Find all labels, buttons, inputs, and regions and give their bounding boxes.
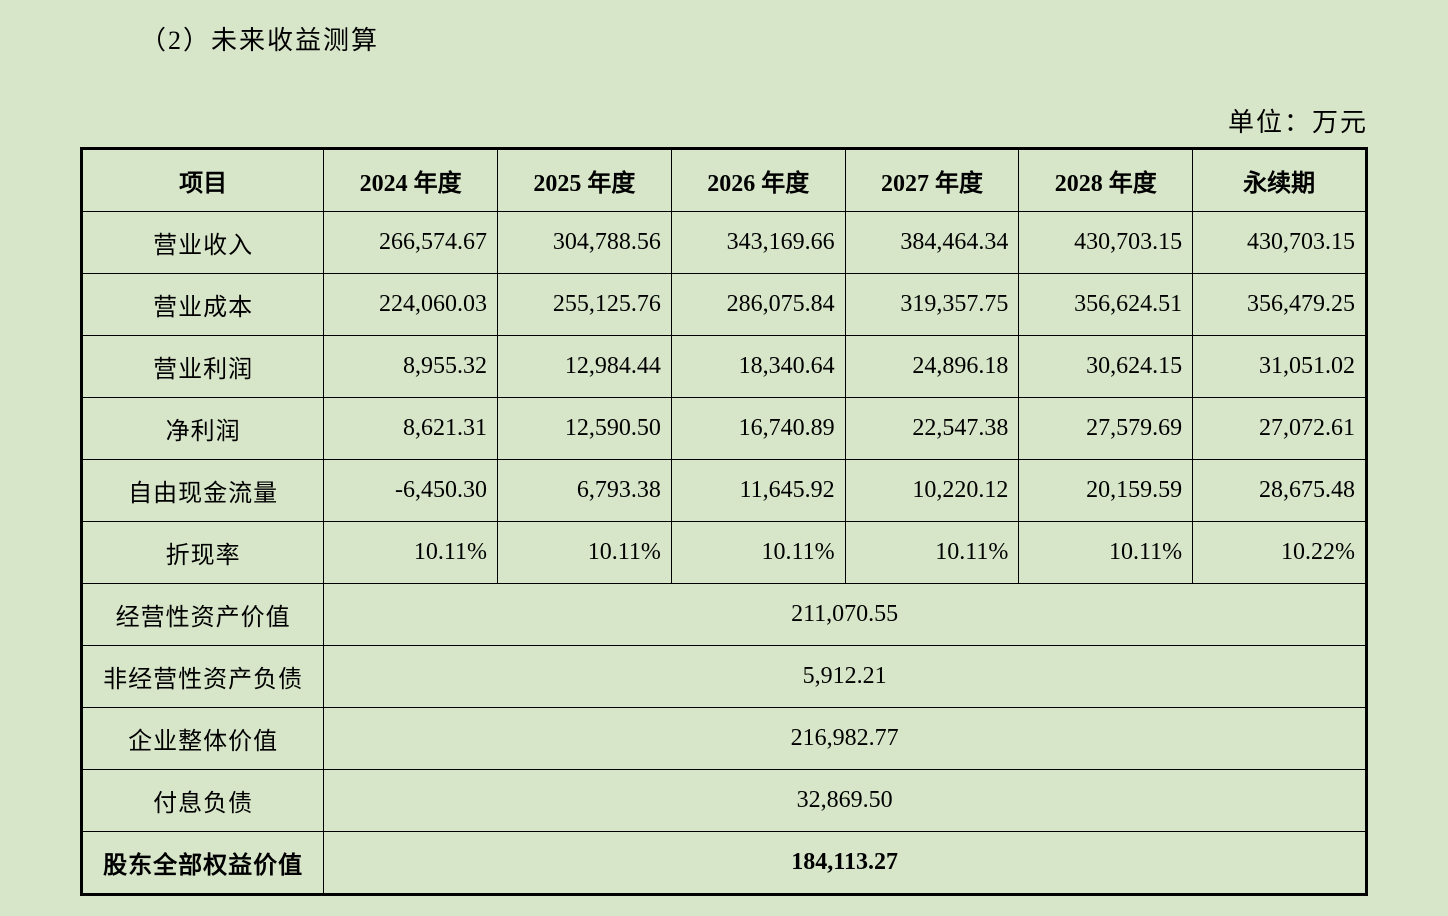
summary-value: 32,869.50 bbox=[324, 770, 1367, 832]
row-label: 企业整体价值 bbox=[82, 708, 324, 770]
summary-row: 经营性资产价值211,070.55 bbox=[82, 584, 1367, 646]
cell-value: 6,793.38 bbox=[498, 460, 672, 522]
summary-row: 企业整体价值216,982.77 bbox=[82, 708, 1367, 770]
summary-value: 216,982.77 bbox=[324, 708, 1367, 770]
col-header: 2025 年度 bbox=[498, 149, 672, 212]
cell-value: 10.22% bbox=[1193, 522, 1367, 584]
summary-row: 股东全部权益价值184,113.27 bbox=[82, 832, 1367, 895]
table-row: 净利润8,621.3112,590.5016,740.8922,547.3827… bbox=[82, 398, 1367, 460]
row-label: 营业利润 bbox=[82, 336, 324, 398]
row-label: 股东全部权益价值 bbox=[82, 832, 324, 895]
col-header: 项目 bbox=[82, 149, 324, 212]
row-label: 非经营性资产负债 bbox=[82, 646, 324, 708]
cell-value: 255,125.76 bbox=[498, 274, 672, 336]
cell-value: 18,340.64 bbox=[671, 336, 845, 398]
cell-value: 343,169.66 bbox=[671, 212, 845, 274]
cell-value: 24,896.18 bbox=[845, 336, 1019, 398]
row-label: 净利润 bbox=[82, 398, 324, 460]
summary-value: 211,070.55 bbox=[324, 584, 1367, 646]
col-header: 2024 年度 bbox=[324, 149, 498, 212]
table-row: 折现率10.11%10.11%10.11%10.11%10.11%10.22% bbox=[82, 522, 1367, 584]
table-body: 营业收入266,574.67304,788.56343,169.66384,46… bbox=[82, 212, 1367, 895]
cell-value: 31,051.02 bbox=[1193, 336, 1367, 398]
row-label: 营业收入 bbox=[82, 212, 324, 274]
cell-value: 8,955.32 bbox=[324, 336, 498, 398]
cell-value: 30,624.15 bbox=[1019, 336, 1193, 398]
cell-value: 28,675.48 bbox=[1193, 460, 1367, 522]
cell-value: 11,645.92 bbox=[671, 460, 845, 522]
cell-value: 286,075.84 bbox=[671, 274, 845, 336]
cell-value: 430,703.15 bbox=[1019, 212, 1193, 274]
col-header: 2027 年度 bbox=[845, 149, 1019, 212]
cell-value: 12,590.50 bbox=[498, 398, 672, 460]
table-row: 营业成本224,060.03255,125.76286,075.84319,35… bbox=[82, 274, 1367, 336]
cell-value: 430,703.15 bbox=[1193, 212, 1367, 274]
col-header: 2028 年度 bbox=[1019, 149, 1193, 212]
unit-label: 单位：万元 bbox=[80, 102, 1368, 139]
cell-value: 266,574.67 bbox=[324, 212, 498, 274]
cell-value: 10,220.12 bbox=[845, 460, 1019, 522]
cell-value: 10.11% bbox=[1019, 522, 1193, 584]
col-header: 2026 年度 bbox=[671, 149, 845, 212]
cell-value: 304,788.56 bbox=[498, 212, 672, 274]
cell-value: 356,479.25 bbox=[1193, 274, 1367, 336]
cell-value: -6,450.30 bbox=[324, 460, 498, 522]
section-title: （2）未来收益测算 bbox=[140, 20, 1368, 57]
cell-value: 22,547.38 bbox=[845, 398, 1019, 460]
row-label: 折现率 bbox=[82, 522, 324, 584]
header-row: 项目 2024 年度 2025 年度 2026 年度 2027 年度 2028 … bbox=[82, 149, 1367, 212]
summary-value: 5,912.21 bbox=[324, 646, 1367, 708]
summary-row: 非经营性资产负债5,912.21 bbox=[82, 646, 1367, 708]
cell-value: 10.11% bbox=[845, 522, 1019, 584]
cell-value: 27,579.69 bbox=[1019, 398, 1193, 460]
cell-value: 8,621.31 bbox=[324, 398, 498, 460]
row-label: 营业成本 bbox=[82, 274, 324, 336]
cell-value: 20,159.59 bbox=[1019, 460, 1193, 522]
cell-value: 12,984.44 bbox=[498, 336, 672, 398]
cell-value: 10.11% bbox=[324, 522, 498, 584]
cell-value: 384,464.34 bbox=[845, 212, 1019, 274]
table-row: 自由现金流量-6,450.306,793.3811,645.9210,220.1… bbox=[82, 460, 1367, 522]
cell-value: 16,740.89 bbox=[671, 398, 845, 460]
summary-row: 付息负债32,869.50 bbox=[82, 770, 1367, 832]
table-row: 营业收入266,574.67304,788.56343,169.66384,46… bbox=[82, 212, 1367, 274]
row-label: 付息负债 bbox=[82, 770, 324, 832]
table-row: 营业利润8,955.3212,984.4418,340.6424,896.183… bbox=[82, 336, 1367, 398]
forecast-table: 项目 2024 年度 2025 年度 2026 年度 2027 年度 2028 … bbox=[80, 147, 1368, 896]
cell-value: 319,357.75 bbox=[845, 274, 1019, 336]
row-label: 自由现金流量 bbox=[82, 460, 324, 522]
summary-value: 184,113.27 bbox=[324, 832, 1367, 895]
cell-value: 27,072.61 bbox=[1193, 398, 1367, 460]
cell-value: 356,624.51 bbox=[1019, 274, 1193, 336]
cell-value: 224,060.03 bbox=[324, 274, 498, 336]
row-label: 经营性资产价值 bbox=[82, 584, 324, 646]
col-header: 永续期 bbox=[1193, 149, 1367, 212]
cell-value: 10.11% bbox=[671, 522, 845, 584]
cell-value: 10.11% bbox=[498, 522, 672, 584]
